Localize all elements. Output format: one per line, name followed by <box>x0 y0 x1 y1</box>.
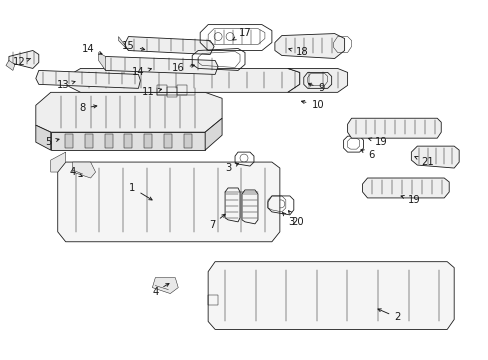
Polygon shape <box>118 37 128 50</box>
Polygon shape <box>84 134 92 148</box>
Text: 14: 14 <box>82 44 102 54</box>
Polygon shape <box>347 118 440 138</box>
Text: 7: 7 <box>208 214 224 230</box>
Text: 6: 6 <box>360 150 374 160</box>
Text: 19: 19 <box>368 137 387 147</box>
Polygon shape <box>102 57 218 75</box>
Polygon shape <box>36 92 222 132</box>
Polygon shape <box>9 50 39 68</box>
Text: 3: 3 <box>282 212 294 227</box>
Text: 18: 18 <box>288 48 307 58</box>
Text: 4: 4 <box>152 284 169 297</box>
Text: 12: 12 <box>13 58 31 67</box>
Polygon shape <box>51 132 205 150</box>
Polygon shape <box>184 134 192 148</box>
Polygon shape <box>124 134 132 148</box>
Text: 13: 13 <box>56 80 75 90</box>
Text: 10: 10 <box>301 100 324 110</box>
Polygon shape <box>104 134 112 148</box>
Text: 9: 9 <box>308 83 324 93</box>
Text: 17: 17 <box>232 28 251 40</box>
Text: 16: 16 <box>171 63 194 73</box>
Polygon shape <box>58 162 279 242</box>
Polygon shape <box>73 162 95 178</box>
Text: 2: 2 <box>377 309 400 323</box>
Polygon shape <box>99 53 105 71</box>
Polygon shape <box>410 146 458 168</box>
Polygon shape <box>152 278 178 293</box>
Polygon shape <box>68 68 299 92</box>
Text: 11: 11 <box>142 87 162 97</box>
Polygon shape <box>124 37 214 54</box>
Polygon shape <box>36 71 140 88</box>
Polygon shape <box>164 134 172 148</box>
Polygon shape <box>208 262 453 329</box>
Text: 19: 19 <box>400 195 420 205</box>
Polygon shape <box>362 178 448 198</box>
Polygon shape <box>144 134 152 148</box>
Text: 4: 4 <box>69 167 82 177</box>
Polygon shape <box>274 33 344 58</box>
Polygon shape <box>64 134 73 148</box>
Text: 15: 15 <box>122 41 144 50</box>
Polygon shape <box>205 118 222 150</box>
Text: 20: 20 <box>288 211 304 227</box>
Text: 3: 3 <box>224 163 238 173</box>
Polygon shape <box>51 152 65 172</box>
Text: 21: 21 <box>414 157 433 167</box>
Text: 5: 5 <box>45 137 59 147</box>
Text: 1: 1 <box>129 183 152 200</box>
Text: 8: 8 <box>80 103 97 113</box>
Polygon shape <box>287 68 347 92</box>
Polygon shape <box>36 125 51 150</box>
Polygon shape <box>6 60 15 71</box>
Text: 14: 14 <box>132 67 151 77</box>
